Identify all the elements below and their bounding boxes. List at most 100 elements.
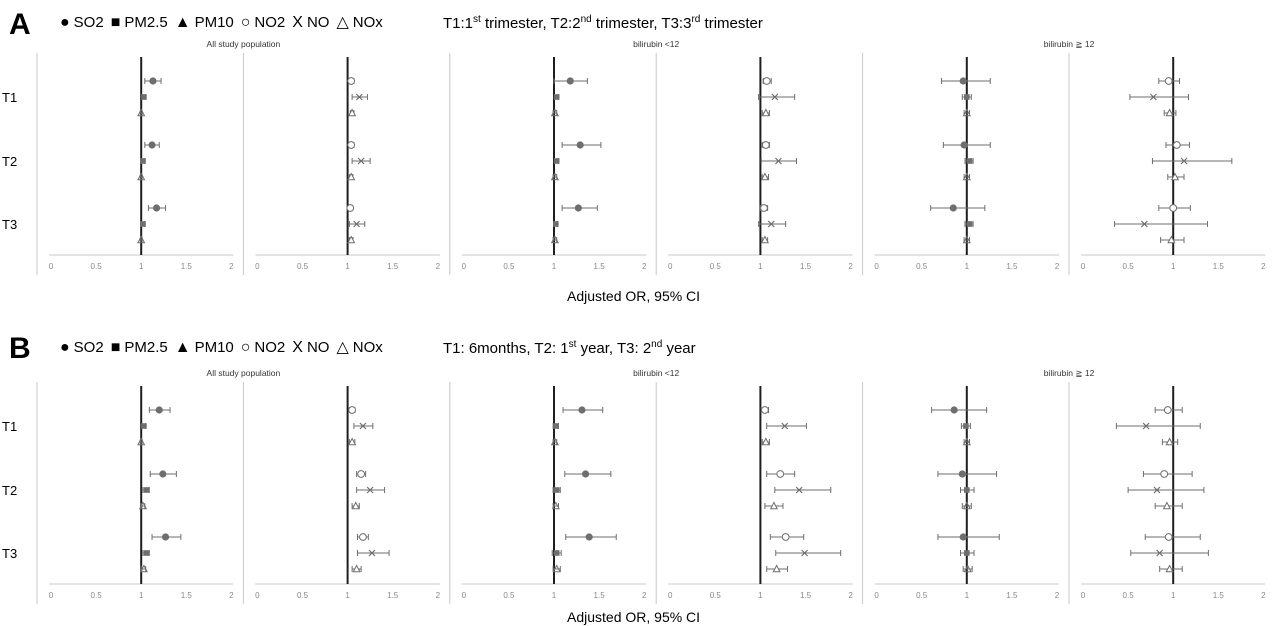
legend-label: SO2 [73, 14, 104, 31]
panel-letter-a: A [9, 8, 31, 41]
marker-no [1140, 220, 1148, 228]
marker-so2 [950, 406, 958, 414]
marker-so2 [159, 470, 167, 478]
x-tick-label: 0 [255, 262, 260, 271]
legend-label: PM2.5 [124, 339, 168, 356]
marker-pm10 [552, 564, 561, 573]
subgroup-title: All study population [207, 39, 281, 49]
marker-no2 [1164, 533, 1173, 541]
legend-item-nox: △ NOx [336, 339, 382, 356]
panel-letter-b: B [9, 332, 31, 365]
marker-pm25 [141, 423, 147, 429]
x-tick-label: 0.5 [297, 591, 309, 600]
x-tick-label: 1 [758, 262, 763, 271]
x-tick-label: 1 [965, 591, 970, 600]
marker-no [359, 422, 367, 430]
x-tick-label: 0 [462, 591, 467, 600]
marker-no2 [1169, 204, 1178, 212]
marker-nox [351, 501, 360, 510]
x-tick-label: 1.5 [800, 591, 812, 600]
x-tick-label: 1 [552, 262, 557, 271]
legend-item-no: X NO [292, 14, 329, 31]
subgroup-title: bilirubin ≧ 12 [1044, 39, 1095, 49]
x-tick-label: 0.5 [503, 591, 515, 600]
marker-pm25 [143, 487, 150, 493]
marker-no [1156, 549, 1164, 557]
subgroup-title: All study population [207, 368, 281, 378]
x-tick-label: 0 [874, 591, 879, 600]
row-label-t1: T1 [2, 90, 17, 105]
marker-pm10 [137, 437, 146, 446]
marker-no2 [761, 141, 770, 149]
row-label-t2: T2 [2, 483, 17, 498]
marker-pm10 [550, 108, 560, 117]
x-tick-label: 2 [436, 262, 441, 271]
marker-pm10 [962, 235, 971, 244]
x-tick-label: 0 [668, 591, 673, 600]
x-tick-label: 0.5 [1123, 591, 1135, 600]
x-tick-label: 1.5 [1213, 591, 1225, 600]
legend-symbol: ■ [110, 13, 121, 31]
row-label-t3: T3 [2, 217, 17, 232]
x-tick-label: 1 [345, 591, 350, 600]
legend-item-pm25: ■ PM2.5 [111, 14, 168, 31]
x-tick-label: 1 [139, 262, 144, 271]
marker-nox [1170, 172, 1180, 181]
marker-pm25 [966, 221, 973, 227]
x-tick-label: 2 [1261, 591, 1266, 600]
marker-no2 [346, 204, 355, 212]
x-tick-label: 0 [462, 262, 467, 271]
period-note-a: T1:1st trimester, T2:2nd trimester, T3:3… [443, 14, 763, 32]
legend-label: PM2.5 [124, 14, 168, 31]
subgroup-title: bilirubin <12 [633, 368, 679, 378]
marker-no2 [776, 470, 785, 478]
legend-label: NOx [352, 339, 383, 356]
x-tick-label: 1.5 [594, 591, 606, 600]
x-tick-label: 2 [229, 262, 234, 271]
marker-so2 [949, 204, 957, 212]
x-tick-label: 1.5 [387, 591, 399, 600]
marker-nox [347, 437, 357, 446]
marker-pm10 [962, 108, 971, 117]
marker-pm25 [964, 487, 970, 493]
x-tick-label: 1.5 [1006, 262, 1018, 271]
marker-so2 [581, 470, 590, 478]
marker-no [767, 220, 775, 228]
marker-pm10 [138, 501, 148, 510]
marker-no2 [1163, 406, 1172, 414]
legend-label: PM10 [194, 339, 234, 356]
marker-pm25 [553, 550, 560, 556]
x-tick-label: 0 [1081, 591, 1086, 600]
legend-item-pm25: ■ PM2.5 [111, 339, 168, 356]
marker-pm10 [139, 564, 149, 573]
x-tick-label: 1 [758, 591, 763, 600]
marker-pm10 [962, 172, 971, 181]
marker-no [1180, 157, 1188, 165]
legend-symbol: ● [60, 13, 70, 31]
marker-so2 [566, 77, 574, 85]
forest-plot-b: All study population bilirubin <12 bilirub… [2, 368, 1266, 604]
marker-nox [1165, 108, 1174, 117]
marker-pm10 [963, 564, 972, 573]
x-tick-label: 1 [345, 262, 350, 271]
marker-no [781, 422, 789, 430]
row-label-t1: T1 [2, 419, 17, 434]
x-tick-label: 0 [49, 262, 54, 271]
marker-pm10 [550, 172, 560, 181]
marker-nox [1167, 235, 1176, 244]
marker-pm25 [553, 94, 560, 100]
x-tick-label: 0 [49, 591, 54, 600]
legend-symbol: X [292, 13, 303, 31]
x-tick-label: 1.5 [181, 262, 193, 271]
marker-pm25 [553, 158, 560, 164]
legend-a: ● SO2 ■ PM2.5 ▲ PM10 ○ NO2 X NO △ NOx [60, 14, 386, 31]
marker-no2 [348, 406, 357, 414]
legend-symbol: ○ [240, 13, 251, 31]
legend-item-no: X NO [292, 339, 329, 356]
x-tick-label: 2 [848, 591, 853, 600]
x-tick-label: 1.5 [1006, 591, 1018, 600]
legend-symbol: X [292, 338, 303, 356]
marker-pm25 [553, 487, 560, 493]
marker-pm25 [964, 550, 970, 556]
legend-symbol: ■ [110, 338, 121, 356]
